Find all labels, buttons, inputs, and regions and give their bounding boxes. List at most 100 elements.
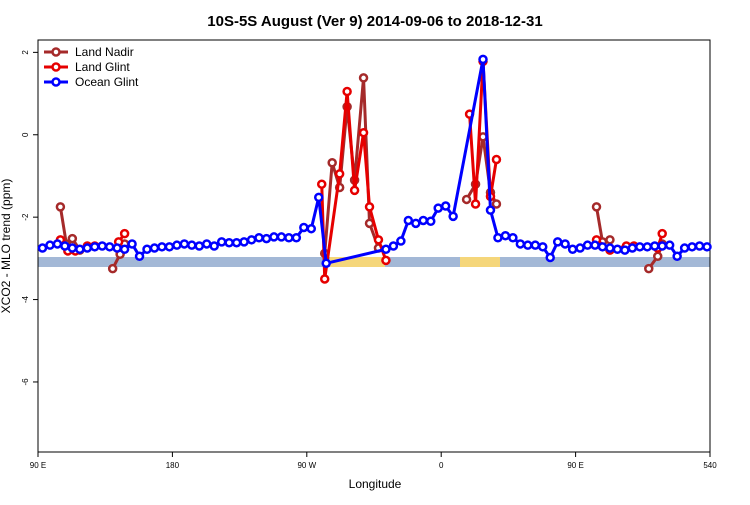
data-point: [687, 242, 697, 252]
data-point: [224, 237, 234, 248]
data-point: [306, 223, 317, 234]
data-point: [478, 54, 488, 65]
y-tick-label: -2: [21, 213, 30, 221]
chart-title: 10S-5S August (Ver 9) 2014-09-06 to 2018…: [207, 13, 542, 30]
data-point: [67, 233, 78, 244]
data-point: [299, 222, 309, 233]
data-point: [119, 228, 130, 239]
data-point: [425, 216, 436, 227]
data-point: [575, 243, 585, 253]
data-point: [107, 263, 118, 274]
data-point: [672, 251, 682, 262]
data-point: [403, 215, 414, 226]
data-point: [112, 243, 122, 253]
x-axis-label: Longitude: [349, 477, 402, 491]
data-point: [284, 233, 294, 243]
data-point: [231, 237, 242, 248]
data-point: [246, 235, 257, 245]
data-point: [194, 241, 205, 251]
data-point: [411, 218, 421, 229]
data-point: [523, 240, 533, 250]
data-point: [537, 242, 548, 252]
data-point: [104, 242, 115, 252]
series-line: [41, 59, 708, 266]
data-point: [358, 127, 369, 138]
data-point: [342, 86, 352, 97]
data-point: [349, 185, 360, 196]
legend-marker: [51, 62, 61, 72]
data-point: [657, 228, 667, 239]
data-point: [448, 211, 458, 222]
data-point: [52, 239, 63, 249]
data-point: [97, 241, 107, 251]
data-point: [276, 232, 287, 242]
data-point: [605, 243, 615, 253]
x-tick-label: 0: [439, 461, 444, 470]
data-point: [552, 237, 563, 247]
data-point: [591, 202, 602, 212]
data-point: [334, 169, 345, 179]
data-point: [127, 239, 137, 249]
data-point: [316, 179, 327, 189]
data-point: [269, 232, 279, 242]
data-point: [515, 239, 526, 249]
data-point: [612, 244, 623, 255]
data-point: [381, 255, 391, 266]
data-point: [187, 240, 197, 250]
data-point: [664, 240, 675, 250]
data-point: [291, 233, 302, 243]
data-point: [679, 243, 690, 253]
data-point: [172, 240, 182, 250]
data-point: [261, 233, 272, 244]
data-point: [142, 244, 152, 255]
y-tick-label: 2: [21, 50, 30, 55]
data-point: [635, 242, 645, 252]
data-point: [134, 251, 145, 262]
data-point: [649, 241, 660, 251]
data-point: [149, 243, 160, 253]
x-tick-label: 180: [166, 461, 180, 470]
y-tick-label: -4: [21, 295, 30, 303]
data-point: [319, 274, 330, 284]
data-point: [209, 241, 219, 251]
data-point: [239, 237, 249, 247]
data-point: [364, 202, 375, 212]
data-point: [560, 239, 570, 249]
data-point: [590, 240, 600, 250]
data-point: [75, 244, 85, 255]
data-point: [545, 252, 555, 263]
data-point: [45, 240, 55, 250]
data-point: [461, 194, 472, 205]
data-point: [254, 233, 264, 243]
data-point: [582, 240, 593, 250]
data-point: [597, 242, 608, 252]
y-axis-label: XCO2 - MLO trend (ppm): [0, 179, 13, 314]
data-point: [433, 203, 443, 213]
legend-label: Land Nadir: [75, 45, 134, 59]
data-point: [313, 192, 324, 203]
data-point: [500, 230, 511, 241]
data-point: [164, 242, 175, 252]
x-tick-label: 90 E: [567, 461, 583, 470]
data-point: [179, 239, 190, 249]
land-strip: [330, 257, 385, 267]
legend-label: Ocean Glint: [75, 75, 139, 89]
data-point: [491, 199, 502, 209]
data-point: [620, 245, 630, 255]
data-point: [89, 242, 100, 252]
data-point: [493, 233, 503, 243]
data-point: [321, 258, 331, 269]
x-tick-label: 90 E: [30, 461, 46, 470]
data-point: [82, 243, 93, 253]
data-point: [642, 242, 653, 252]
data-point: [60, 241, 70, 251]
data-point: [119, 244, 130, 255]
data-point: [327, 158, 337, 168]
data-point: [485, 205, 496, 215]
data-point: [627, 243, 638, 253]
data-point: [388, 241, 399, 251]
x-tick-label: 540: [703, 461, 717, 470]
legend-label: Land Glint: [75, 60, 130, 74]
y-tick-label: 0: [21, 132, 30, 137]
